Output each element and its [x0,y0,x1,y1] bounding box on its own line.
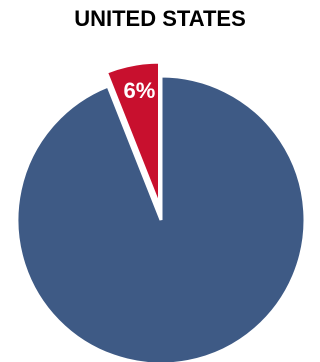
chart-title: UNITED STATES [74,6,246,31]
pie-slice-large [15,74,307,362]
slice-data-label: 6% [124,78,156,103]
pie-slice-small [104,60,162,207]
